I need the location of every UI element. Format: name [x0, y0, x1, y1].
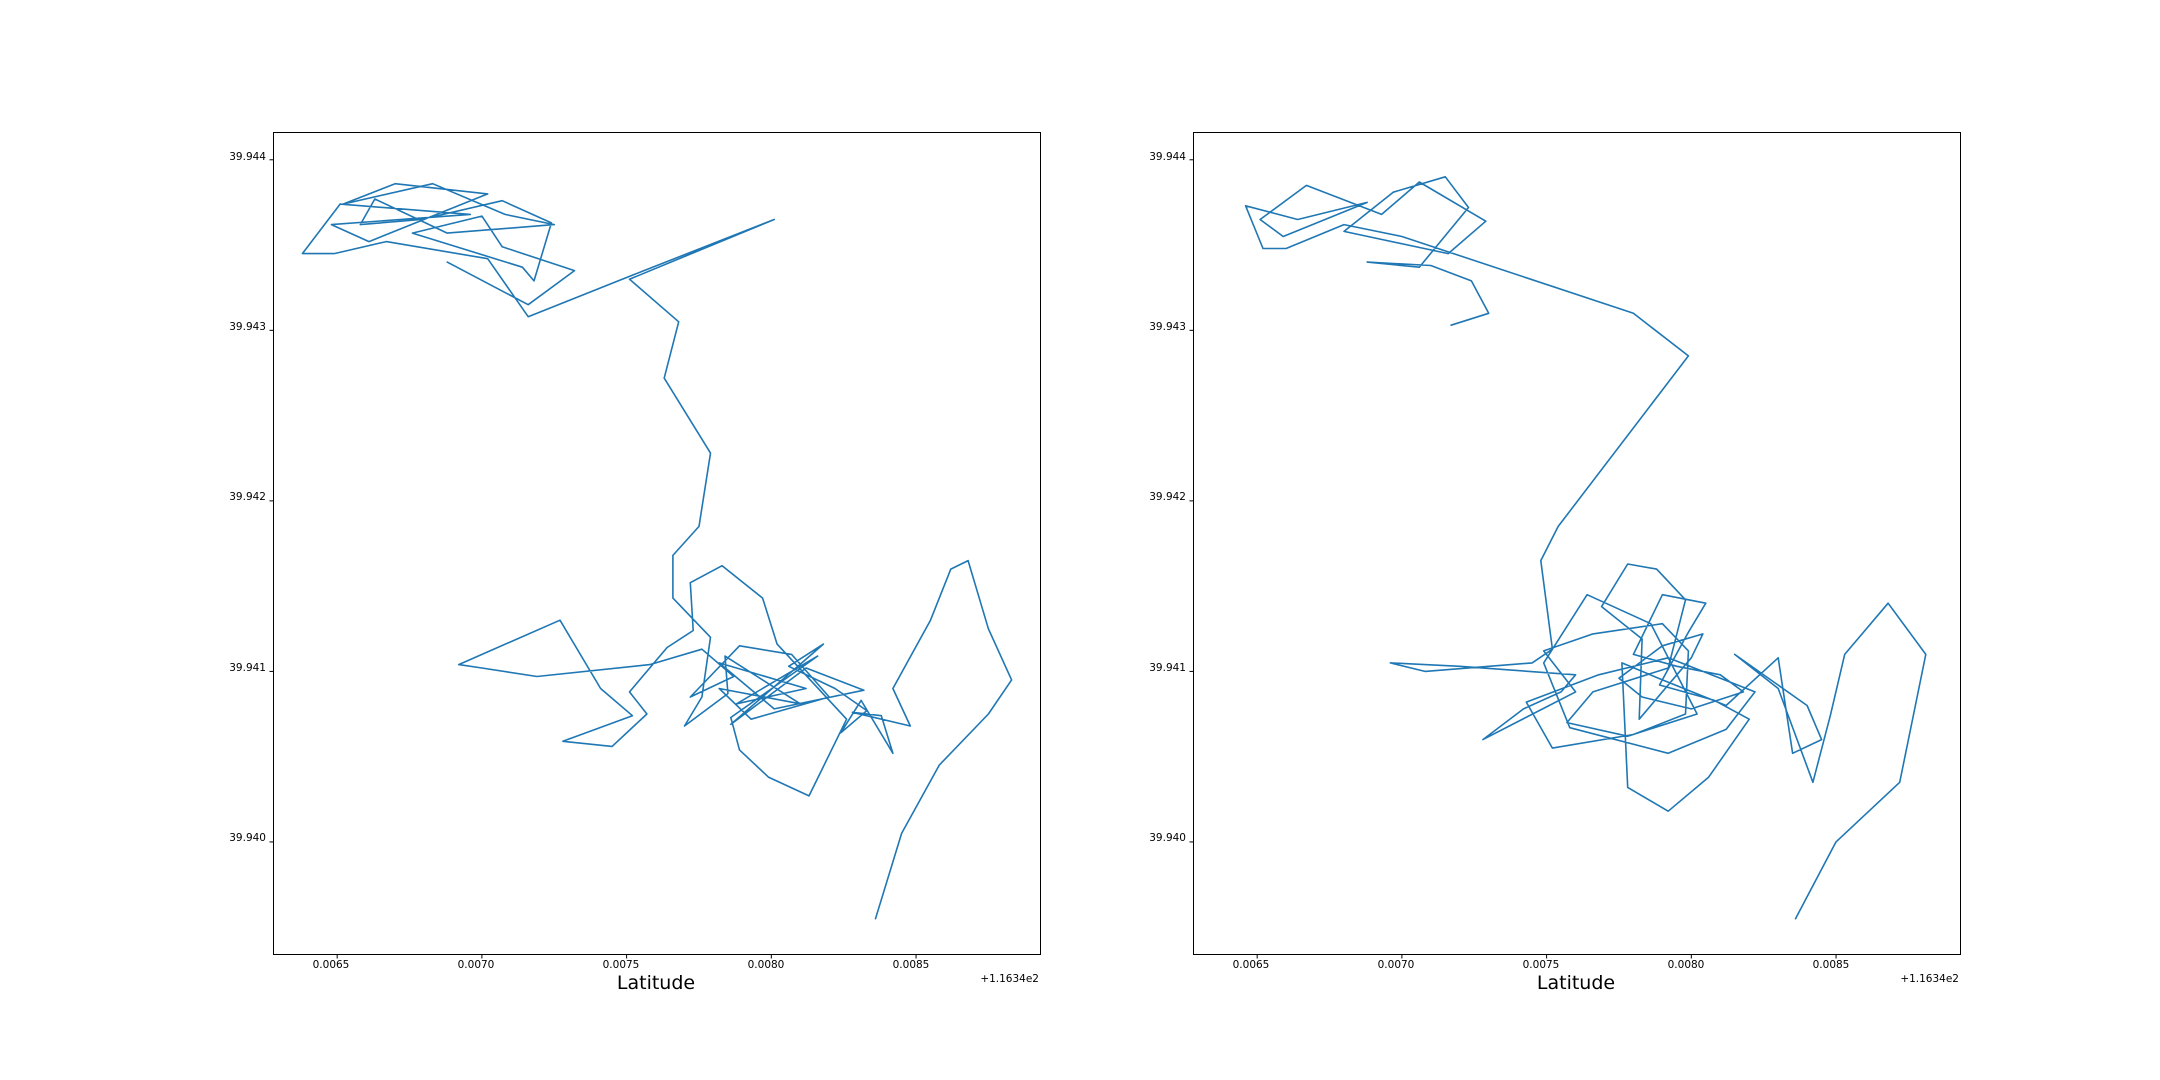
right-x-ticks: 0.0065 0.0070 0.0075 0.0080 0.0085: [1233, 959, 1850, 971]
right-ytick-label-3: 39.943: [1149, 321, 1186, 333]
right-x-axis-label: Latitude: [1537, 972, 1615, 994]
left-ytick-label-3: 39.943: [229, 321, 266, 333]
right-plot-area: [1244, 176, 1927, 920]
left-x-ticks: 0.0065 0.0070 0.0075 0.0080 0.0085: [313, 959, 930, 971]
right-xtick-label-3: 0.0080: [1668, 959, 1705, 971]
left-plot-frame: [273, 132, 1041, 955]
right-panel: 0.0065 0.0070 0.0075 0.0080 0.0085 39.94…: [1149, 132, 1961, 994]
left-ytick-label-2: 39.942: [229, 491, 266, 503]
right-xtick-label-0: 0.0065: [1233, 959, 1270, 971]
right-ytick-label-0: 39.940: [1149, 832, 1186, 844]
left-series-line-0: [301, 182, 1013, 920]
left-xtick-label-3: 0.0080: [748, 959, 785, 971]
right-x-offset-label: +1.1634e2: [1900, 973, 1959, 985]
left-ytick-label-4: 39.944: [229, 151, 266, 163]
right-ytick-label-1: 39.941: [1149, 662, 1186, 674]
left-tick-marks: [269, 159, 917, 959]
right-y-ticks: 39.940 39.941 39.942 39.943 39.944: [1149, 151, 1186, 844]
right-ytick-label-2: 39.942: [1149, 491, 1186, 503]
left-xtick-label-4: 0.0085: [893, 959, 930, 971]
left-ytick-label-1: 39.941: [229, 662, 266, 674]
left-x-offset-label: +1.1634e2: [980, 973, 1039, 985]
right-xtick-label-2: 0.0075: [1523, 959, 1560, 971]
right-tick-marks: [1189, 159, 1837, 959]
right-series-line-0: [1244, 176, 1927, 920]
left-ytick-label-0: 39.940: [229, 832, 266, 844]
right-ytick-label-4: 39.944: [1149, 151, 1186, 163]
left-xtick-label-2: 0.0075: [603, 959, 640, 971]
right-xtick-label-4: 0.0085: [1813, 959, 1850, 971]
left-x-axis-label: Latitude: [617, 972, 695, 994]
right-xtick-label-1: 0.0070: [1378, 959, 1415, 971]
left-xtick-label-1: 0.0070: [458, 959, 495, 971]
left-plot-area: [301, 182, 1013, 920]
left-y-ticks: 39.940 39.941 39.942 39.943 39.944: [229, 151, 266, 844]
right-plot-frame: [1193, 132, 1961, 955]
left-panel: 0.0065 0.0070 0.0075 0.0080 0.0085 39.94…: [229, 132, 1041, 994]
left-xtick-label-0: 0.0065: [313, 959, 350, 971]
